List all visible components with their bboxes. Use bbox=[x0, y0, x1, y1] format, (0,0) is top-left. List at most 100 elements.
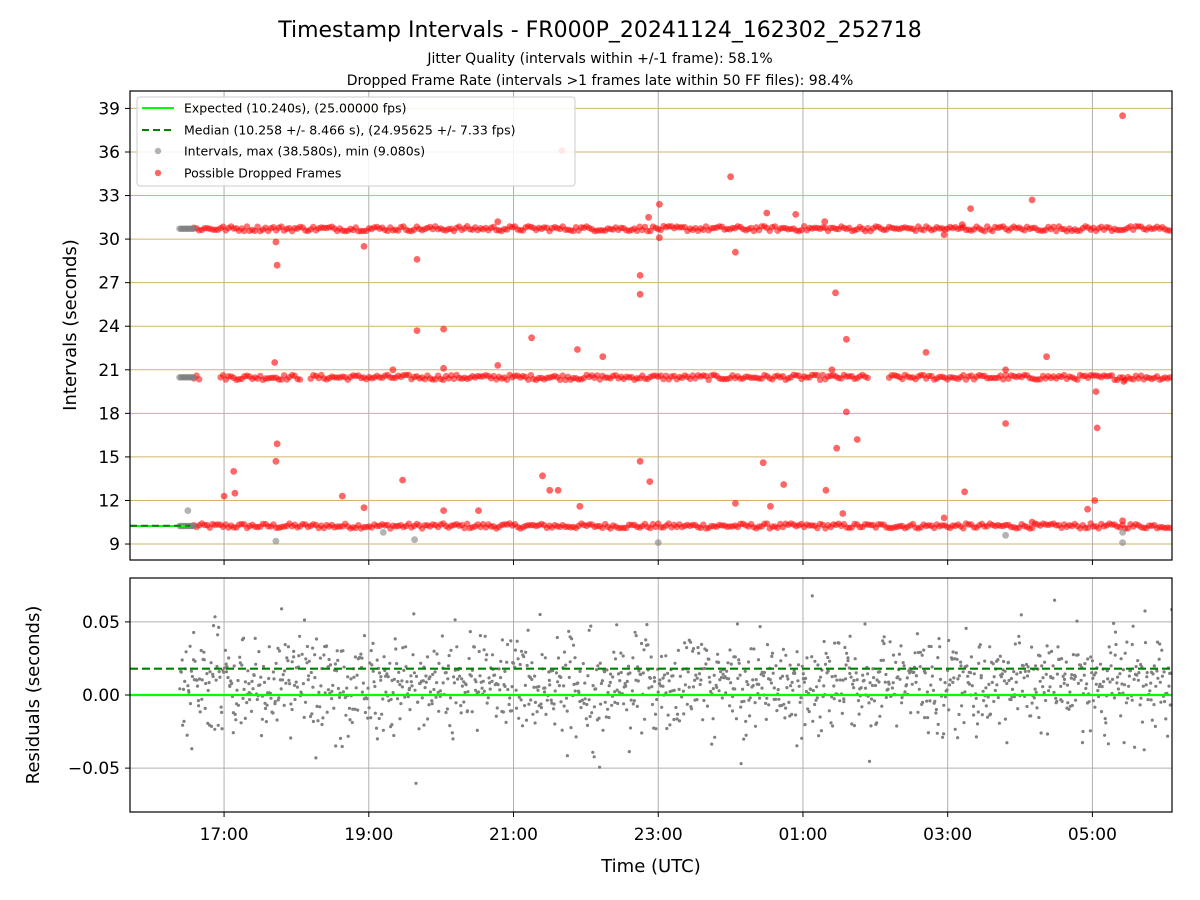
dropped-frame-point bbox=[360, 243, 368, 250]
residual-point bbox=[458, 674, 462, 678]
residual-point bbox=[929, 644, 933, 649]
residual-point bbox=[1150, 718, 1154, 722]
residual-point bbox=[879, 658, 883, 663]
residual-point bbox=[883, 680, 887, 684]
dropped-frame-point bbox=[272, 457, 280, 465]
residual-point bbox=[282, 703, 286, 708]
residual-point bbox=[1041, 676, 1045, 680]
residual-point bbox=[318, 705, 322, 709]
residual-point bbox=[741, 687, 745, 691]
residual-point bbox=[719, 675, 724, 680]
residual-point bbox=[283, 643, 287, 647]
residual-point bbox=[760, 686, 764, 690]
residual-point bbox=[713, 735, 717, 739]
residual-point bbox=[942, 732, 946, 736]
residual-point bbox=[685, 646, 689, 650]
residual-point bbox=[310, 712, 314, 716]
residual-point bbox=[1166, 734, 1170, 738]
residuals-plot: −0.05 0.00 0.05 17:00 19:00 21:00 23:00 01:00 03… bbox=[68, 577, 1173, 845]
residual-point bbox=[891, 653, 896, 657]
residual-point bbox=[334, 744, 338, 748]
residual-point bbox=[1153, 724, 1157, 729]
residual-point bbox=[319, 684, 323, 688]
residual-point bbox=[353, 655, 357, 659]
residual-point bbox=[506, 642, 510, 647]
residual-point bbox=[234, 718, 238, 722]
residual-point bbox=[487, 676, 491, 680]
residual-point bbox=[462, 680, 466, 684]
residual-point bbox=[631, 702, 635, 706]
residual-point bbox=[1014, 680, 1018, 684]
residual-point bbox=[1126, 696, 1130, 700]
residual-point bbox=[961, 670, 965, 674]
interval-point bbox=[190, 225, 198, 232]
dropped-frame-point bbox=[503, 376, 511, 383]
residual-point bbox=[193, 659, 197, 663]
residual-point bbox=[835, 678, 839, 682]
residual-point bbox=[432, 687, 436, 692]
residual-point bbox=[401, 646, 405, 650]
dropped-frame-point bbox=[1028, 518, 1036, 526]
residual-point bbox=[1021, 664, 1025, 668]
residual-point bbox=[762, 674, 766, 678]
residual-point bbox=[630, 689, 635, 693]
residual-point bbox=[301, 682, 305, 686]
legend: Expected (10.240s), (25.00000 fps) Median… bbox=[136, 96, 576, 187]
residual-point bbox=[428, 690, 432, 694]
residual-point bbox=[1035, 706, 1039, 710]
residual-point bbox=[777, 697, 781, 701]
chart-title: Timestamp Intervals - FR000P_20241124_16… bbox=[277, 18, 922, 43]
residual-point bbox=[666, 671, 670, 676]
residual-point bbox=[734, 717, 739, 721]
residual-point bbox=[548, 669, 552, 673]
residual-point bbox=[791, 688, 795, 692]
residual-point bbox=[1169, 671, 1172, 675]
residual-point bbox=[257, 650, 261, 654]
residual-point bbox=[179, 670, 183, 674]
residual-point bbox=[1127, 684, 1131, 688]
residual-point bbox=[846, 656, 850, 660]
residual-point bbox=[650, 685, 654, 689]
residual-point bbox=[1068, 690, 1072, 694]
residual-point bbox=[711, 687, 715, 691]
residual-point bbox=[284, 681, 288, 685]
residual-point bbox=[306, 678, 310, 682]
residual-point bbox=[894, 660, 898, 665]
residual-point bbox=[639, 672, 643, 677]
residual-point bbox=[667, 679, 671, 683]
y-tick-label: 12 bbox=[98, 491, 120, 511]
residual-point bbox=[524, 718, 529, 722]
interval-point bbox=[1119, 529, 1126, 536]
residual-point bbox=[202, 650, 206, 654]
residual-point bbox=[336, 686, 340, 691]
residual-point bbox=[432, 649, 436, 653]
residual-point bbox=[790, 680, 794, 685]
residual-point bbox=[623, 682, 627, 686]
residual-point bbox=[856, 699, 861, 703]
dropped-frame-point bbox=[413, 327, 421, 334]
residual-point bbox=[938, 645, 942, 649]
residual-point bbox=[1084, 686, 1088, 691]
residual-point bbox=[350, 720, 354, 725]
residual-point bbox=[346, 734, 350, 738]
residual-point bbox=[1115, 681, 1119, 685]
residual-point bbox=[277, 696, 281, 700]
residual-point bbox=[1051, 664, 1055, 668]
residual-point bbox=[258, 683, 262, 687]
residual-point bbox=[424, 674, 428, 678]
residual-point bbox=[362, 634, 367, 638]
residual-point bbox=[1156, 676, 1160, 680]
residual-point bbox=[290, 660, 294, 664]
residual-point bbox=[1094, 682, 1098, 686]
residual-point bbox=[936, 722, 940, 727]
residual-point bbox=[583, 681, 587, 685]
residual-point bbox=[1106, 742, 1110, 746]
residual-point bbox=[1002, 659, 1006, 664]
residual-point bbox=[539, 702, 543, 706]
residual-point bbox=[776, 688, 780, 692]
residual-point bbox=[393, 637, 397, 641]
residual-point bbox=[327, 657, 331, 662]
residual-point bbox=[377, 716, 381, 721]
residual-point bbox=[1091, 699, 1095, 703]
residual-point bbox=[233, 712, 237, 717]
